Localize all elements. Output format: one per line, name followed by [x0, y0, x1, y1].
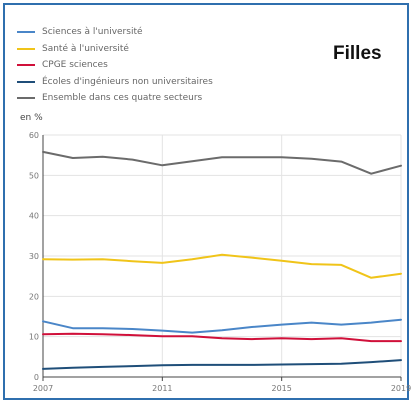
series-line-1: [42, 318, 402, 334]
y-tick-label: 10: [29, 333, 39, 342]
legend-item: CPGE sciences: [17, 57, 213, 74]
y-tick-label: 40: [29, 212, 39, 221]
y-axis-unit-label: en %: [20, 113, 43, 123]
legend-item: Écoles d'ingénieurs non universitaires: [17, 74, 213, 91]
x-tick-label: 2011: [152, 384, 172, 393]
x-tick-label: 2019: [391, 384, 411, 393]
legend-label: Écoles d'ingénieurs non universitaires: [42, 76, 213, 87]
series-lines: [42, 150, 402, 370]
y-tick-label: 30: [29, 252, 39, 261]
series-line-2: [42, 253, 402, 279]
series-line-4: [42, 359, 402, 370]
y-tick-label: 50: [29, 171, 39, 180]
legend-item: Sciences à l'université: [17, 24, 213, 41]
x-tick-label: 2007: [33, 384, 53, 393]
legend-swatch: [17, 47, 35, 50]
legend-item: Santé à l'université: [17, 41, 213, 58]
series-line-3: [42, 332, 402, 343]
legend-swatch: [17, 31, 35, 34]
y-tick-label: 20: [29, 292, 39, 301]
legend-label: Santé à l'université: [42, 43, 129, 54]
legend-swatch: [17, 97, 35, 100]
legend-item: Ensemble dans ces quatre secteurs: [17, 90, 213, 107]
chart-legend: Sciences à l'université Santé à l'univers…: [17, 24, 213, 107]
legend-label: Sciences à l'université: [42, 27, 143, 38]
series-line-5: [42, 150, 402, 175]
y-tick-label: 0: [34, 373, 39, 382]
gridlines: [42, 134, 402, 377]
legend-swatch: [17, 64, 35, 67]
legend-label: CPGE sciences: [42, 60, 108, 71]
legend-label: Ensemble dans ces quatre secteurs: [42, 93, 203, 104]
y-tick-label: 60: [29, 131, 39, 140]
legend-swatch: [17, 80, 35, 83]
axes: 0 10 20 30 40 50 60 2007 2011 2015 2019: [29, 131, 411, 393]
x-tick-label: 2015: [271, 384, 291, 393]
chart-title: Filles: [333, 43, 382, 64]
